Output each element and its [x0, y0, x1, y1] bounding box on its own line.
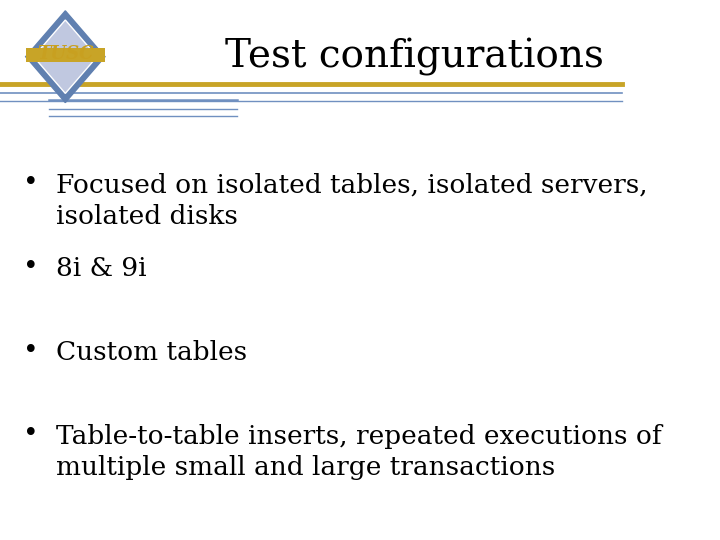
Polygon shape [26, 48, 105, 62]
Text: 8i & 9i: 8i & 9i [56, 256, 147, 281]
Polygon shape [34, 20, 97, 93]
Text: •: • [23, 254, 39, 280]
Text: •: • [23, 338, 39, 363]
Text: Table-to-table inserts, repeated executions of
multiple small and large transact: Table-to-table inserts, repeated executi… [56, 424, 662, 480]
Text: TUSC: TUSC [37, 45, 94, 63]
Text: Test configurations: Test configurations [225, 38, 603, 76]
Polygon shape [26, 11, 105, 103]
Text: •: • [23, 170, 39, 196]
Text: Focused on isolated tables, isolated servers,
isolated disks: Focused on isolated tables, isolated ser… [56, 173, 647, 229]
Text: •: • [23, 421, 39, 447]
Text: Custom tables: Custom tables [56, 340, 247, 365]
